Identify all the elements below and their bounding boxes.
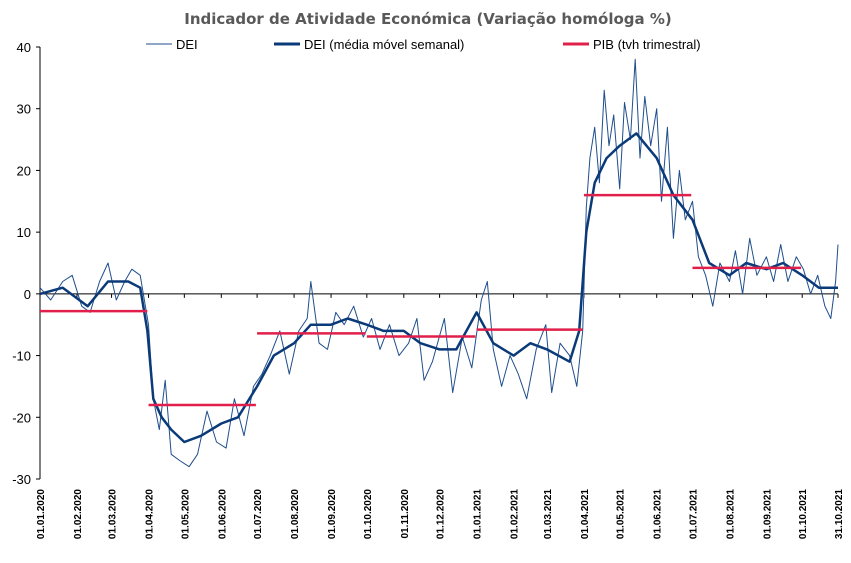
y-tick-label: -10 — [12, 349, 31, 364]
y-tick-label: -30 — [12, 472, 31, 487]
x-tick-label: 01.01.2021 — [473, 489, 484, 539]
x-tick-label: 01.10.2020 — [363, 489, 374, 539]
y-tick-label: 30 — [17, 102, 31, 117]
y-axis: 40 30 20 10 0 -10 -20 -30 — [12, 40, 41, 487]
x-tick-label: 01.05.2021 — [616, 489, 627, 539]
x-tick-label: 01.06.2021 — [653, 489, 664, 539]
x-tick-label: 01.04.2021 — [580, 489, 591, 539]
x-tick-label: 31.10.2021 — [834, 489, 845, 539]
legend-label-pib: PIB (tvh trimestral) — [593, 37, 701, 52]
x-tick-label: 01.09.2020 — [327, 489, 338, 539]
y-tick-label: 20 — [17, 163, 31, 178]
legend-label-dei: DEI — [176, 37, 198, 52]
legend-label-dei-ma: DEI (média móvel semanal) — [304, 37, 464, 52]
x-tick-label: 01.08.2020 — [290, 489, 301, 539]
x-tick-label: 01.01.2020 — [36, 489, 47, 539]
plot-area — [39, 58, 839, 468]
legend: DEI DEI (média móvel semanal) PIB (tvh t… — [146, 37, 701, 52]
x-tick-label: 01.09.2021 — [762, 489, 773, 539]
x-tick-label: 01.08.2021 — [725, 489, 736, 539]
y-tick-label: -20 — [12, 410, 31, 425]
x-tick-label: 01.07.2021 — [688, 489, 699, 539]
x-tick-label: 01.03.2021 — [543, 489, 554, 539]
x-tick-label: 01.04.2020 — [145, 489, 156, 539]
x-tick-label: 01.12.2020 — [436, 489, 447, 539]
x-tick-label: 01.06.2020 — [217, 489, 228, 539]
x-tick-label: 01.11.2020 — [400, 489, 411, 539]
x-tick-label: 01.10.2021 — [798, 489, 809, 539]
series-line-dei — [39, 58, 839, 468]
y-tick-label: 0 — [24, 287, 31, 302]
y-tick-label: 40 — [17, 40, 31, 55]
x-tick-label: 01.02.2020 — [73, 489, 84, 539]
x-tick-label: 01.02.2021 — [510, 489, 521, 539]
chart-title: Indicador de Atividade Económica (Variaç… — [184, 10, 672, 28]
x-tick-label: 01.07.2020 — [253, 489, 264, 539]
x-axis: 01.01.2020 01.02.2020 01.03.2020 01.04.2020… — [36, 293, 845, 539]
x-tick-label: 01.05.2020 — [180, 489, 191, 539]
series-line-dei-moving-average — [39, 132, 838, 444]
x-tick-label: 01.03.2020 — [108, 489, 119, 539]
y-tick-label: 10 — [17, 225, 31, 240]
